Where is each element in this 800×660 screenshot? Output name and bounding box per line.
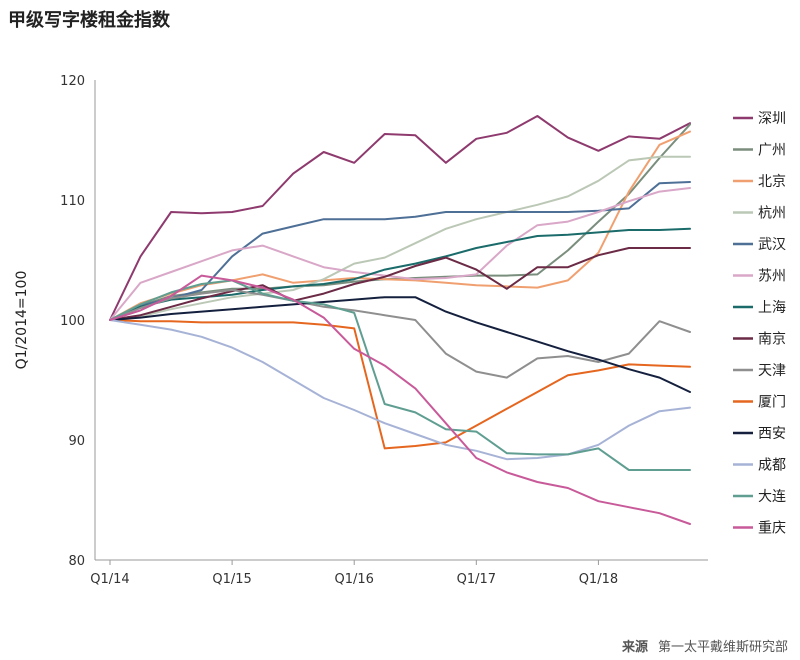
series-line-10 bbox=[109, 319, 691, 450]
x-tick-label: Q1/14 bbox=[90, 572, 129, 587]
chart-axes: 80 90 100 110 120 Q1/14 Q1/15 Q1/16 Q1/17 Q1/18 bbox=[60, 74, 708, 587]
series-line-12 bbox=[109, 319, 691, 461]
series-line-9 bbox=[109, 289, 691, 379]
legend-label-2: 广州 bbox=[758, 143, 786, 159]
x-tick-label: Q1/18 bbox=[579, 572, 618, 587]
x-tick-label: Q1/15 bbox=[212, 572, 251, 587]
legend-label-11: 西安 bbox=[758, 426, 786, 442]
source-note: 来源 第一太平戴维斯研究部 bbox=[622, 636, 788, 655]
legend-label-10: 厦门 bbox=[758, 395, 786, 411]
series-line-14 bbox=[109, 274, 691, 525]
legend-label-13: 大连 bbox=[758, 489, 786, 505]
series-line-8 bbox=[109, 247, 691, 321]
series-line-13 bbox=[109, 279, 691, 471]
legend-label-14: 重庆 bbox=[758, 521, 786, 537]
y-tick-label: 100 bbox=[60, 314, 85, 329]
legend-label-4: 杭州 bbox=[758, 206, 786, 222]
legend-label-9: 天津 bbox=[758, 363, 786, 379]
chart-series bbox=[109, 115, 691, 525]
x-tick-label: Q1/17 bbox=[457, 572, 496, 587]
legend-label-8: 南京 bbox=[758, 332, 786, 348]
y-tick-label: 90 bbox=[68, 434, 85, 449]
legend-label-3: 北京 bbox=[758, 174, 786, 190]
series-line-1 bbox=[109, 115, 691, 321]
source-label: 来源 bbox=[621, 640, 648, 655]
series-line-6 bbox=[109, 187, 691, 321]
x-tick-label: Q1/16 bbox=[334, 572, 373, 587]
series-line-4 bbox=[109, 155, 691, 321]
source-text: 第一太平戴维斯研究部 bbox=[657, 640, 788, 655]
series-line-2 bbox=[109, 123, 691, 321]
legend-label-6: 苏州 bbox=[758, 269, 786, 285]
y-tick-label: 110 bbox=[60, 194, 85, 209]
legend-label-12: 成都 bbox=[758, 458, 786, 474]
y-tick-label: 120 bbox=[60, 74, 85, 89]
y-tick-label: 80 bbox=[68, 554, 85, 569]
series-line-11 bbox=[109, 296, 691, 393]
chart-title: 甲级写字楼租金指数 bbox=[8, 10, 170, 31]
legend-label-7: 上海 bbox=[758, 300, 786, 316]
legend-label-5: 武汉 bbox=[758, 237, 786, 253]
legend-label-1: 深圳 bbox=[758, 111, 786, 127]
